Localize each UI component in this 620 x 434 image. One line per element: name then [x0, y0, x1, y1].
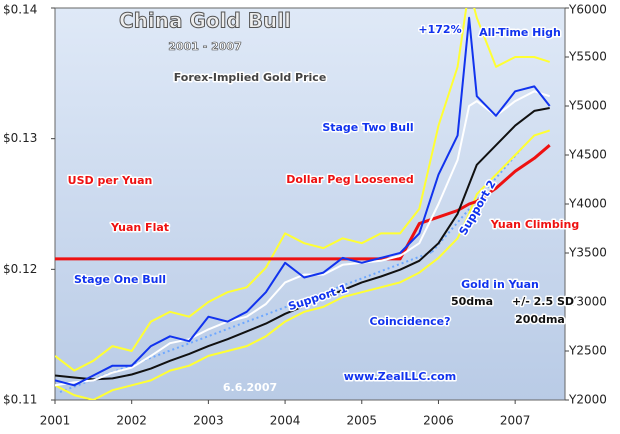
x-tick-label: 2005	[346, 414, 377, 428]
x-tick-label: 2004	[270, 414, 301, 428]
y2-tick-label: Y2000	[568, 393, 607, 407]
x-tick-label: 2006	[423, 414, 454, 428]
annotation: Yuan Climbing	[490, 218, 580, 231]
support-line	[59, 251, 433, 393]
annotation: Yuan Flat	[110, 221, 169, 234]
chart-title: China Gold Bull	[119, 9, 291, 33]
y2-tick-label: Y5500	[568, 50, 607, 64]
x-tick-label: 2001	[40, 414, 71, 428]
series-label: USD per Yuan	[68, 174, 153, 187]
series-line	[55, 107, 550, 381]
series-lines	[55, 8, 551, 400]
annotation: Stage One Bull	[74, 273, 166, 286]
y2-tick-label: Y5000	[568, 99, 607, 113]
y2-tick-label: Y6000	[568, 3, 607, 17]
annotation: Dollar Peg Loosened	[286, 173, 413, 186]
annotation: www.ZealLLC.com	[344, 370, 456, 383]
support-lines	[59, 147, 523, 393]
annotation: Stage Two Bull	[322, 121, 413, 134]
y-tick-label: $0.13	[3, 131, 37, 145]
series-label: +/- 2.5 SD	[512, 295, 574, 308]
series-line	[55, 144, 551, 261]
y-tick-label: $0.11	[3, 393, 37, 407]
series-label: 200dma	[515, 313, 565, 326]
y2-tick-label: Y3500	[568, 246, 607, 260]
annotation: 6.6.2007	[223, 381, 277, 394]
x-tick-label: 2007	[500, 414, 531, 428]
y-tick-label: $0.12	[3, 262, 37, 276]
x-tick-label: 2002	[116, 414, 147, 428]
y2-tick-label: Y4000	[568, 197, 607, 211]
series-label: Gold in Yuan	[461, 278, 539, 291]
x-tick-label: 2003	[193, 414, 224, 428]
plot-area	[54, 7, 566, 401]
annotation: +172%	[418, 23, 461, 36]
y2-tick-label: Y4500	[568, 148, 607, 162]
series-line	[55, 16, 551, 387]
y2-tick-label: Y2500	[568, 344, 607, 358]
annotation: Coincidence?	[369, 315, 450, 328]
annotation: All-Time High	[479, 26, 561, 39]
chart-subtitle: 2001 - 2007	[168, 40, 241, 53]
annotation: Forex-Implied Gold Price	[174, 71, 327, 84]
y-tick-label: $0.14	[3, 3, 37, 17]
y2-tick-label: Y3000	[568, 295, 607, 309]
series-line	[55, 8, 551, 372]
series-label: 50dma	[451, 295, 493, 308]
